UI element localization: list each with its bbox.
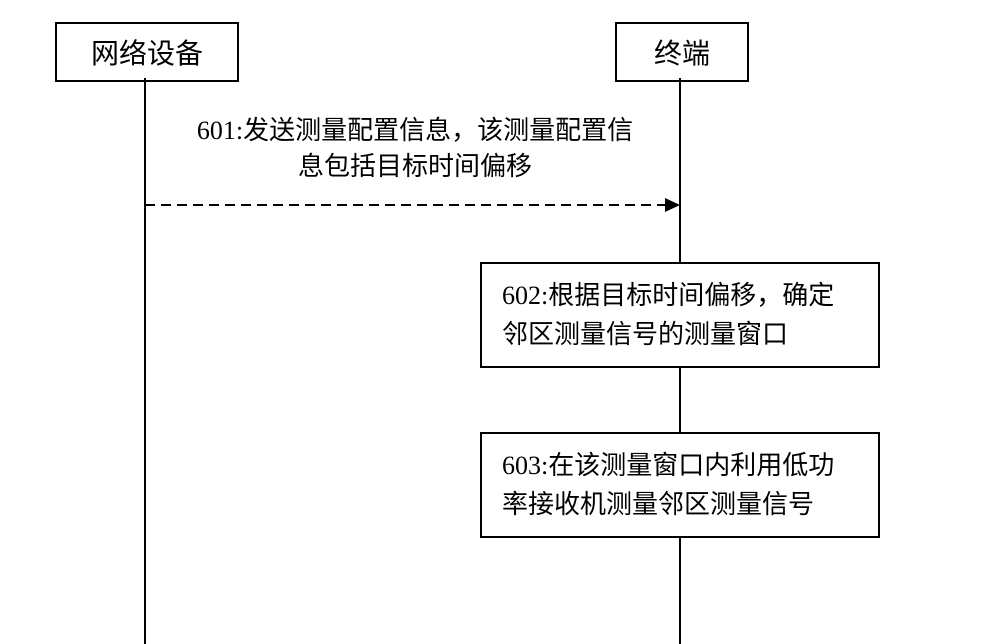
- participant-label: 网络设备: [91, 32, 203, 72]
- step-text: 602:根据目标时间偏移，确定邻区测量信号的测量窗口: [502, 276, 858, 354]
- participant-label: 终端: [654, 32, 710, 72]
- lifeline-terminal-seg3: [679, 538, 681, 644]
- sequence-diagram: 网络设备 终端 601:发送测量配置信息，该测量配置信 息包括目标时间偏移 60…: [0, 0, 1000, 644]
- lifeline-terminal-seg2: [679, 368, 681, 432]
- step-text: 603:在该测量窗口内利用低功率接收机测量邻区测量信号: [502, 446, 858, 524]
- step-603: 603:在该测量窗口内利用低功率接收机测量邻区测量信号: [480, 432, 880, 538]
- message-601-label: 601:发送测量配置信息，该测量配置信 息包括目标时间偏移: [155, 113, 675, 186]
- message-601-arrow: [145, 195, 685, 215]
- step-602: 602:根据目标时间偏移，确定邻区测量信号的测量窗口: [480, 262, 880, 368]
- message-line1: 601:发送测量配置信息，该测量配置信: [197, 116, 633, 145]
- message-line2: 息包括目标时间偏移: [298, 152, 532, 181]
- lifeline-terminal-seg1: [679, 78, 681, 262]
- participant-terminal: 终端: [615, 22, 749, 82]
- participant-network-device: 网络设备: [55, 22, 239, 82]
- lifeline-network-device: [144, 78, 146, 644]
